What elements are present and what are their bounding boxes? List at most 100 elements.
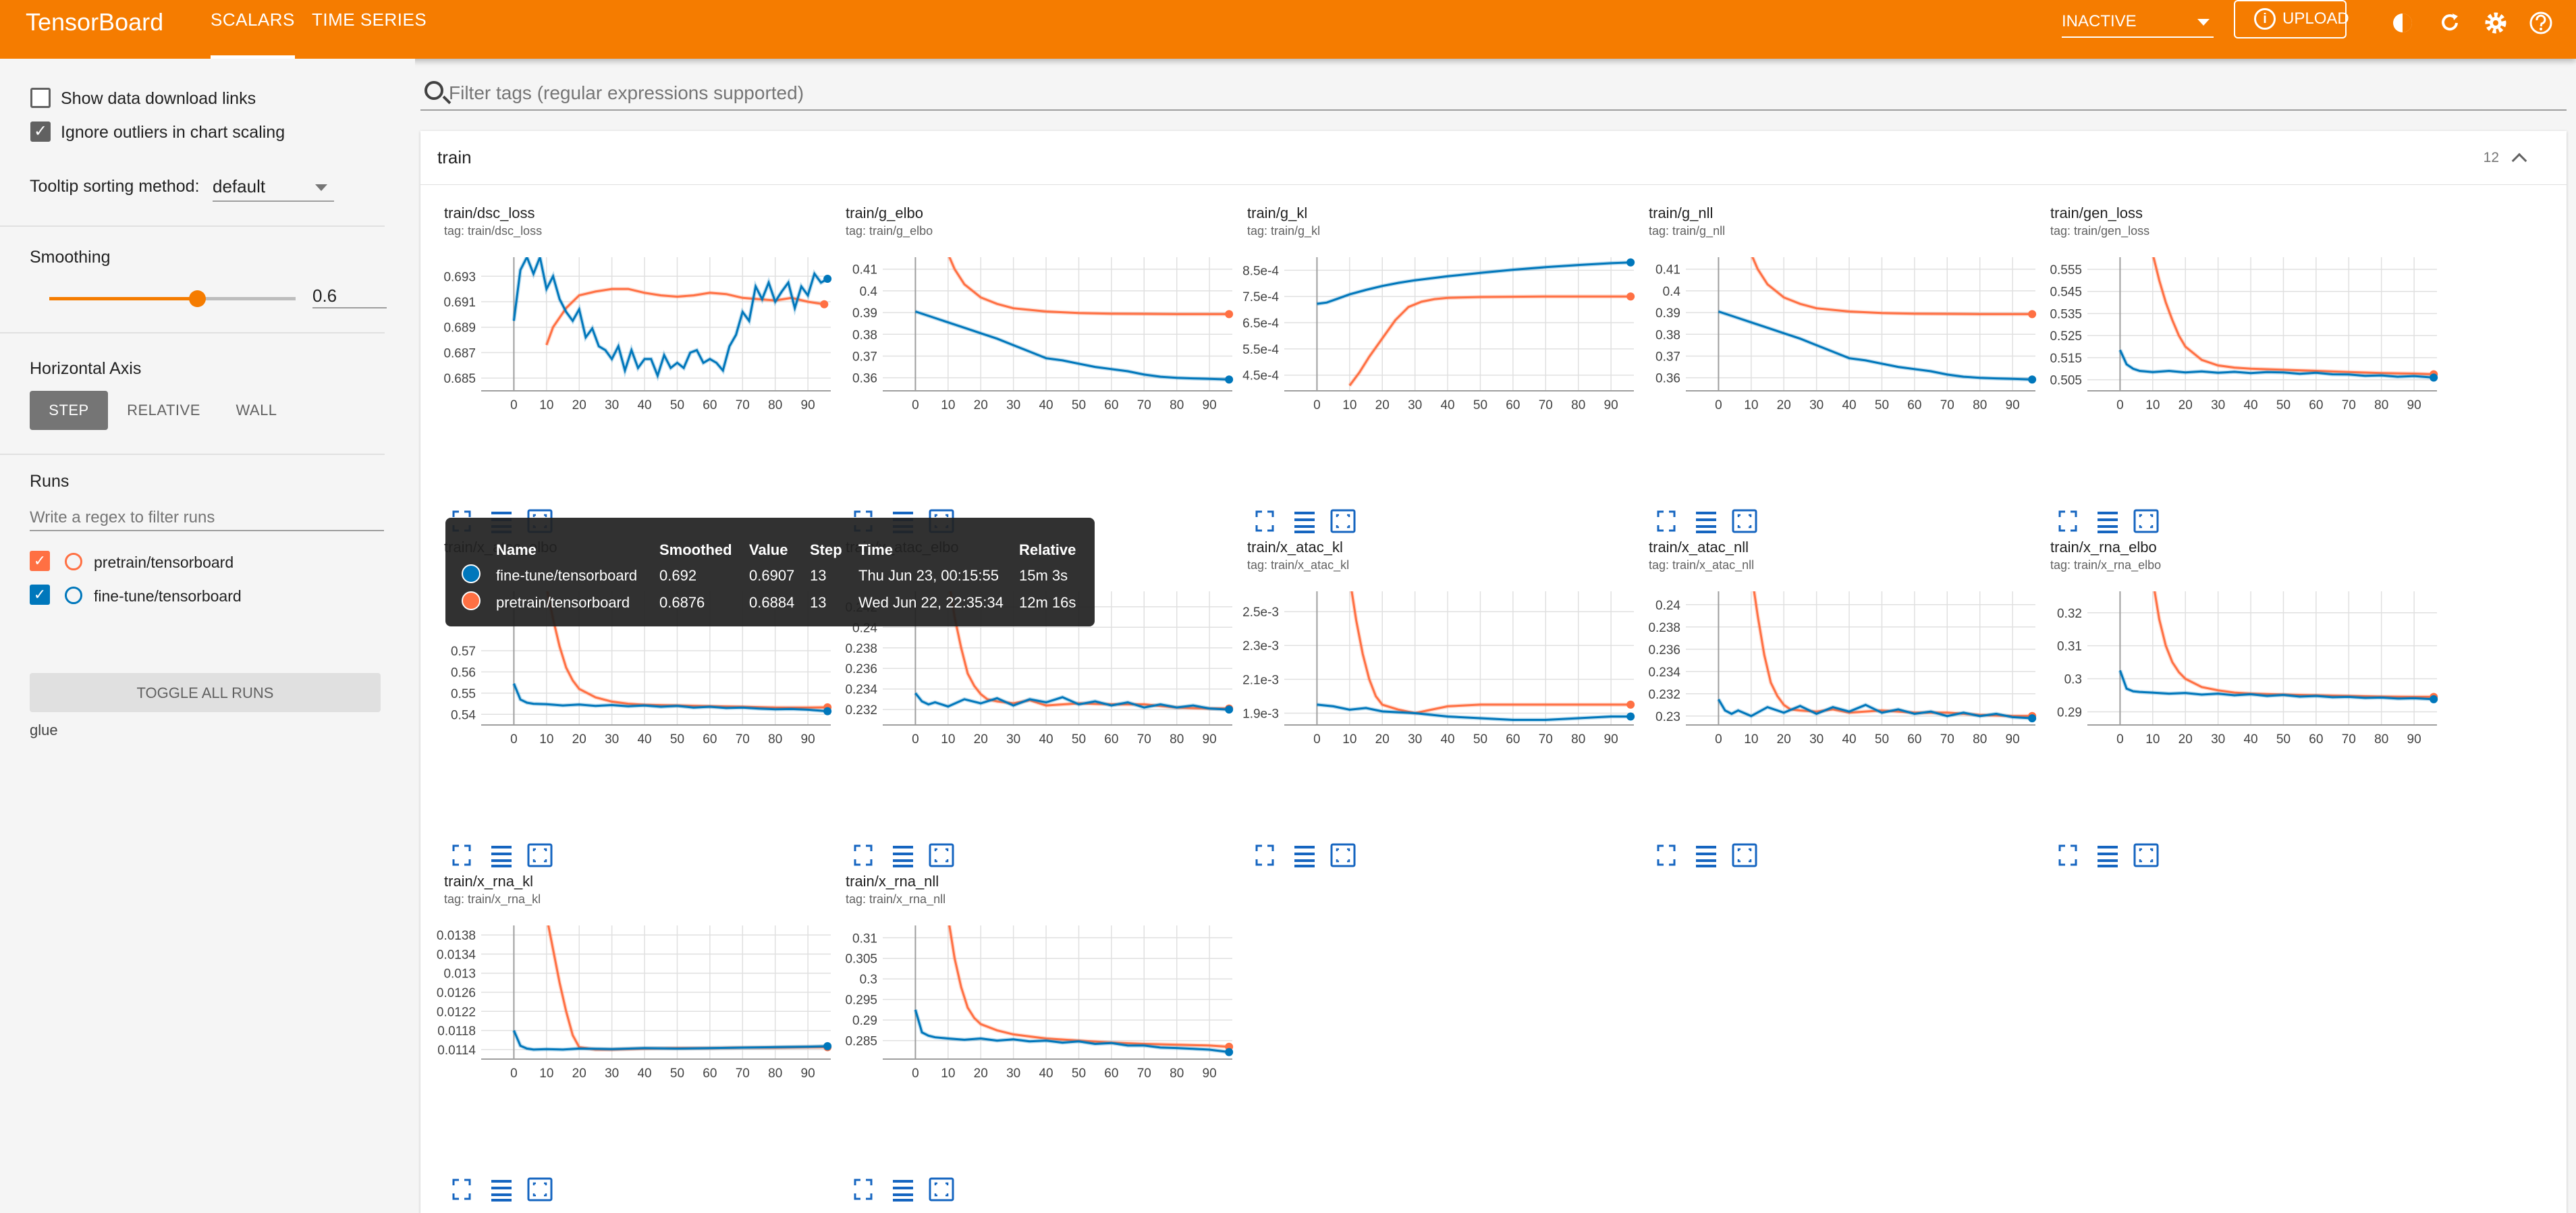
ignore-outliers-checkbox[interactable]: ✓ [30,122,51,142]
y-tick-label: 0.515 [2050,352,2082,366]
run-color-icon[interactable] [65,553,82,570]
y-tick-label: 7.5e-4 [1242,290,1279,304]
chevron-down-icon [315,184,327,191]
toggle-log-scale-icon [2098,846,2118,867]
x-tick-label: 40 [1842,732,1856,747]
y-tick-label: 0.24 [1655,599,1680,613]
x-tick-label: 50 [1875,732,1889,747]
x-tick-label: 10 [941,1067,955,1081]
smoothing-input[interactable]: 0.6 [312,281,387,308]
fit-domain-corners [1737,848,1752,863]
gear-icon[interactable] [2482,9,2509,36]
chart-title: train/g_elbo [846,205,923,221]
series-line [1350,591,1631,715]
x-tick-label: 90 [2407,732,2421,747]
upload-button[interactable]: i UPLOAD [2234,0,2349,38]
series-end-point [1626,292,1635,301]
fit-domain-icon [1732,843,1757,867]
haxis-wall-button[interactable]: WALL [236,402,277,419]
chart-tag: tag: train/x_atac_nll [1649,558,1754,572]
haxis-step-button[interactable]: STEP [30,391,108,430]
x-tick-label: 30 [1006,1067,1020,1081]
chart-tag: tag: train/x_rna_kl [444,892,541,907]
smoothing-slider[interactable] [49,290,296,307]
x-tick-label: 60 [703,1067,717,1081]
x-tick-label: 40 [637,398,651,412]
toggle-log-scale-icon [2098,512,2118,533]
refresh-icon[interactable] [2436,9,2463,36]
fit-domain-icon [2133,509,2159,533]
x-tick-label: 30 [1006,732,1020,747]
x-tick-label: 70 [1539,398,1553,412]
theme-toggle-icon[interactable] [2389,9,2416,36]
series-line [513,683,828,713]
horizontal-axis-label: Horizontal Axis [30,359,142,378]
x-tick-label: 10 [539,398,553,412]
series-line [914,692,1230,711]
x-tick-label: 80 [768,732,782,747]
fit-domain-corners [532,1182,547,1197]
run-status-value: INACTIVE [2062,12,2137,30]
x-tick-label: 40 [1842,398,1856,412]
x-tick-label: 10 [1744,732,1758,747]
y-tick-label: 0.31 [852,932,877,946]
x-tick-label: 0 [1313,732,1321,747]
info-icon: i [2254,8,2276,30]
y-tick-label: 0.236 [1648,643,1680,657]
tag-filter[interactable]: Filter tags (regular expressions support… [420,74,2567,111]
y-tick-label: 0.232 [845,703,877,718]
toggle-log-scale-icon [491,1180,512,1202]
x-tick-label: 30 [1809,732,1824,747]
y-tick-label: 0.0122 [437,1005,476,1019]
tooltip-sorting-value: default [213,176,266,196]
y-tick-label: 2.5e-3 [1242,605,1279,620]
x-tick-label: 80 [768,398,782,412]
y-tick-label: 0.691 [443,296,476,310]
haxis-relative-button[interactable]: RELATIVE [127,402,200,419]
y-tick-label: 0.234 [845,683,877,697]
series-line [948,925,1230,1048]
toggle-all-runs-button[interactable]: TOGGLE ALL RUNS [30,673,381,712]
tooltip-cell: 0.6884 [749,594,795,611]
show-download-checkbox[interactable] [30,88,51,108]
x-tick-label: 80 [1973,398,1987,412]
tooltip-cell: 0.692 [659,567,697,584]
toggle-log-scale-icon [491,846,512,867]
series-end-point [2430,373,2438,382]
series-line [2154,591,2434,698]
chart-tag: tag: train/x_rna_nll [846,892,946,907]
y-tick-label: 5.5e-4 [1242,343,1279,357]
y-tick-label: 0.0114 [437,1044,476,1058]
run-status-select[interactable]: INACTIVE [2062,8,2214,38]
fullscreen-icon [452,844,471,866]
x-tick-label: 70 [736,732,750,747]
help-icon[interactable] [2527,9,2554,36]
fullscreen-icon [1657,844,1676,866]
tag-filter-input[interactable]: Filter tags (regular expressions support… [449,82,804,103]
y-tick-label: 0.545 [2050,286,2082,300]
runs-filter-input[interactable]: Write a regex to filter runs [30,504,384,531]
slider-handle[interactable] [189,290,206,307]
fit-domain-icon [929,1177,954,1202]
y-tick-label: 0.4 [860,285,878,299]
x-tick-label: 50 [1473,732,1487,747]
x-tick-label: 0 [912,1067,919,1081]
y-tick-label: 0.687 [443,346,476,360]
x-tick-label: 60 [1104,398,1118,412]
x-tick-label: 20 [1375,732,1390,747]
tooltip-sorting-select[interactable]: default [213,173,334,202]
x-tick-label: 90 [1604,398,1618,412]
tab-scalars[interactable]: SCALARS [211,9,295,59]
toggle-log-scale-icon [1696,512,1716,533]
y-tick-label: 2.3e-3 [1242,639,1279,653]
run-checkbox-finetune[interactable]: ✓ [30,585,50,605]
run-color-icon[interactable] [65,587,82,604]
fit-domain-icon [2133,843,2159,867]
fit-domain-icon [527,1177,553,1202]
tab-time-series[interactable]: TIME SERIES [312,9,427,30]
y-tick-label: 0.0138 [437,929,476,943]
run-checkbox-pretrain[interactable]: ✓ [30,551,50,571]
x-tick-label: 60 [1104,732,1118,747]
x-tick-label: 50 [670,732,684,747]
group-header[interactable]: train 12 [420,131,2567,185]
